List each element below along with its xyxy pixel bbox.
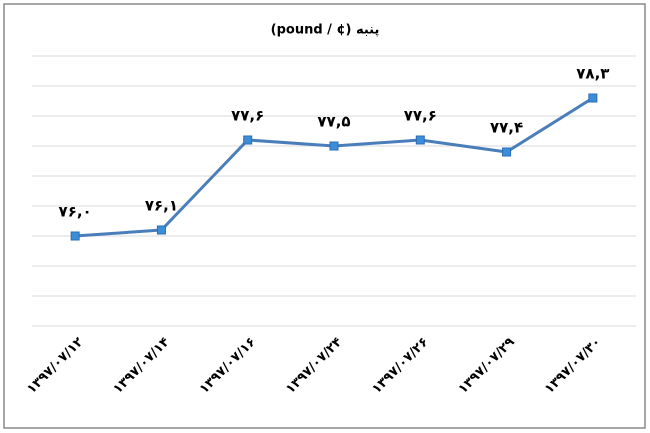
marker (329, 141, 339, 151)
data-label: ۷۶,۱ (145, 197, 178, 215)
chart-border (3, 3, 646, 429)
marker (156, 225, 166, 235)
chart-title: پنبه (¢ / pound) (271, 23, 380, 38)
marker (502, 147, 512, 157)
data-label: ۷۷,۵ (317, 113, 350, 131)
data-label: ۷۶,۰ (59, 203, 92, 221)
data-label: ۷۷,۴ (490, 119, 523, 137)
marker (70, 231, 80, 241)
data-label: ۷۷,۶ (231, 107, 264, 125)
marker (415, 135, 425, 145)
marker (243, 135, 253, 145)
marker (588, 93, 598, 103)
data-label: ۷۷,۶ (404, 107, 437, 125)
data-label: ۷۸,۳ (576, 65, 609, 83)
